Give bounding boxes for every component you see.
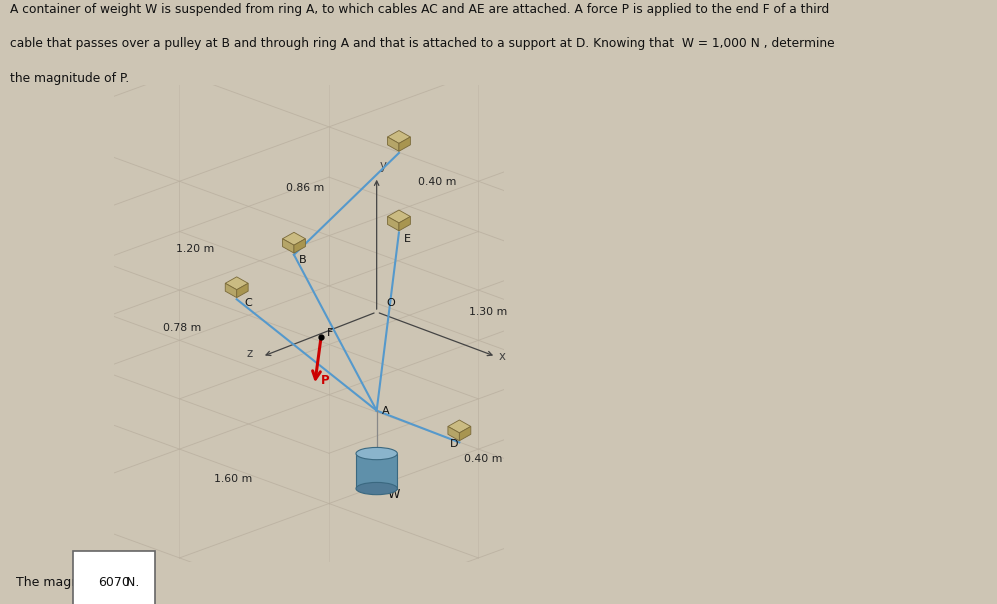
Text: F: F [327, 328, 334, 338]
Polygon shape [388, 216, 399, 231]
Text: C: C [244, 298, 252, 307]
Polygon shape [282, 233, 305, 245]
Polygon shape [388, 137, 399, 151]
Polygon shape [448, 420, 471, 433]
Text: E: E [404, 234, 411, 244]
Polygon shape [282, 239, 294, 253]
Text: 1.60 m: 1.60 m [214, 474, 252, 484]
Text: 0.40 m: 0.40 m [418, 177, 457, 187]
Text: 1.20 m: 1.20 m [176, 243, 214, 254]
Text: the magnitude of P.: the magnitude of P. [10, 72, 130, 85]
FancyBboxPatch shape [356, 454, 398, 489]
Ellipse shape [356, 483, 398, 495]
Text: z: z [246, 347, 252, 359]
Text: P: P [73, 576, 82, 590]
Text: y: y [380, 159, 387, 172]
Text: O: O [386, 298, 395, 307]
Text: 0.78 m: 0.78 m [164, 323, 201, 333]
Polygon shape [399, 216, 411, 231]
Polygon shape [399, 137, 411, 151]
Text: W: W [388, 488, 400, 501]
Text: N.: N. [123, 576, 140, 590]
Text: A: A [382, 406, 389, 416]
Text: 1.30 m: 1.30 m [469, 307, 507, 317]
Text: D: D [450, 439, 459, 449]
Text: The magnitude of: The magnitude of [16, 576, 132, 590]
Polygon shape [388, 210, 411, 223]
Text: cable that passes over a pulley at B and through ring A and that is attached to : cable that passes over a pulley at B and… [10, 37, 834, 50]
Text: 6070: 6070 [98, 576, 130, 590]
Polygon shape [294, 239, 305, 253]
Polygon shape [225, 277, 248, 290]
Polygon shape [388, 130, 411, 143]
Polygon shape [460, 426, 471, 441]
Text: is: is [81, 576, 95, 590]
Ellipse shape [356, 448, 398, 460]
Text: B: B [299, 255, 306, 265]
Polygon shape [448, 426, 460, 441]
Text: A container of weight W is suspended from ring A, to which cables AC and AE are : A container of weight W is suspended fro… [10, 3, 830, 16]
Text: 0.40 m: 0.40 m [465, 454, 502, 463]
Text: x: x [499, 350, 506, 363]
Text: P: P [321, 374, 330, 387]
Text: 0.86 m: 0.86 m [286, 183, 324, 193]
Polygon shape [225, 283, 236, 298]
Polygon shape [236, 283, 248, 298]
